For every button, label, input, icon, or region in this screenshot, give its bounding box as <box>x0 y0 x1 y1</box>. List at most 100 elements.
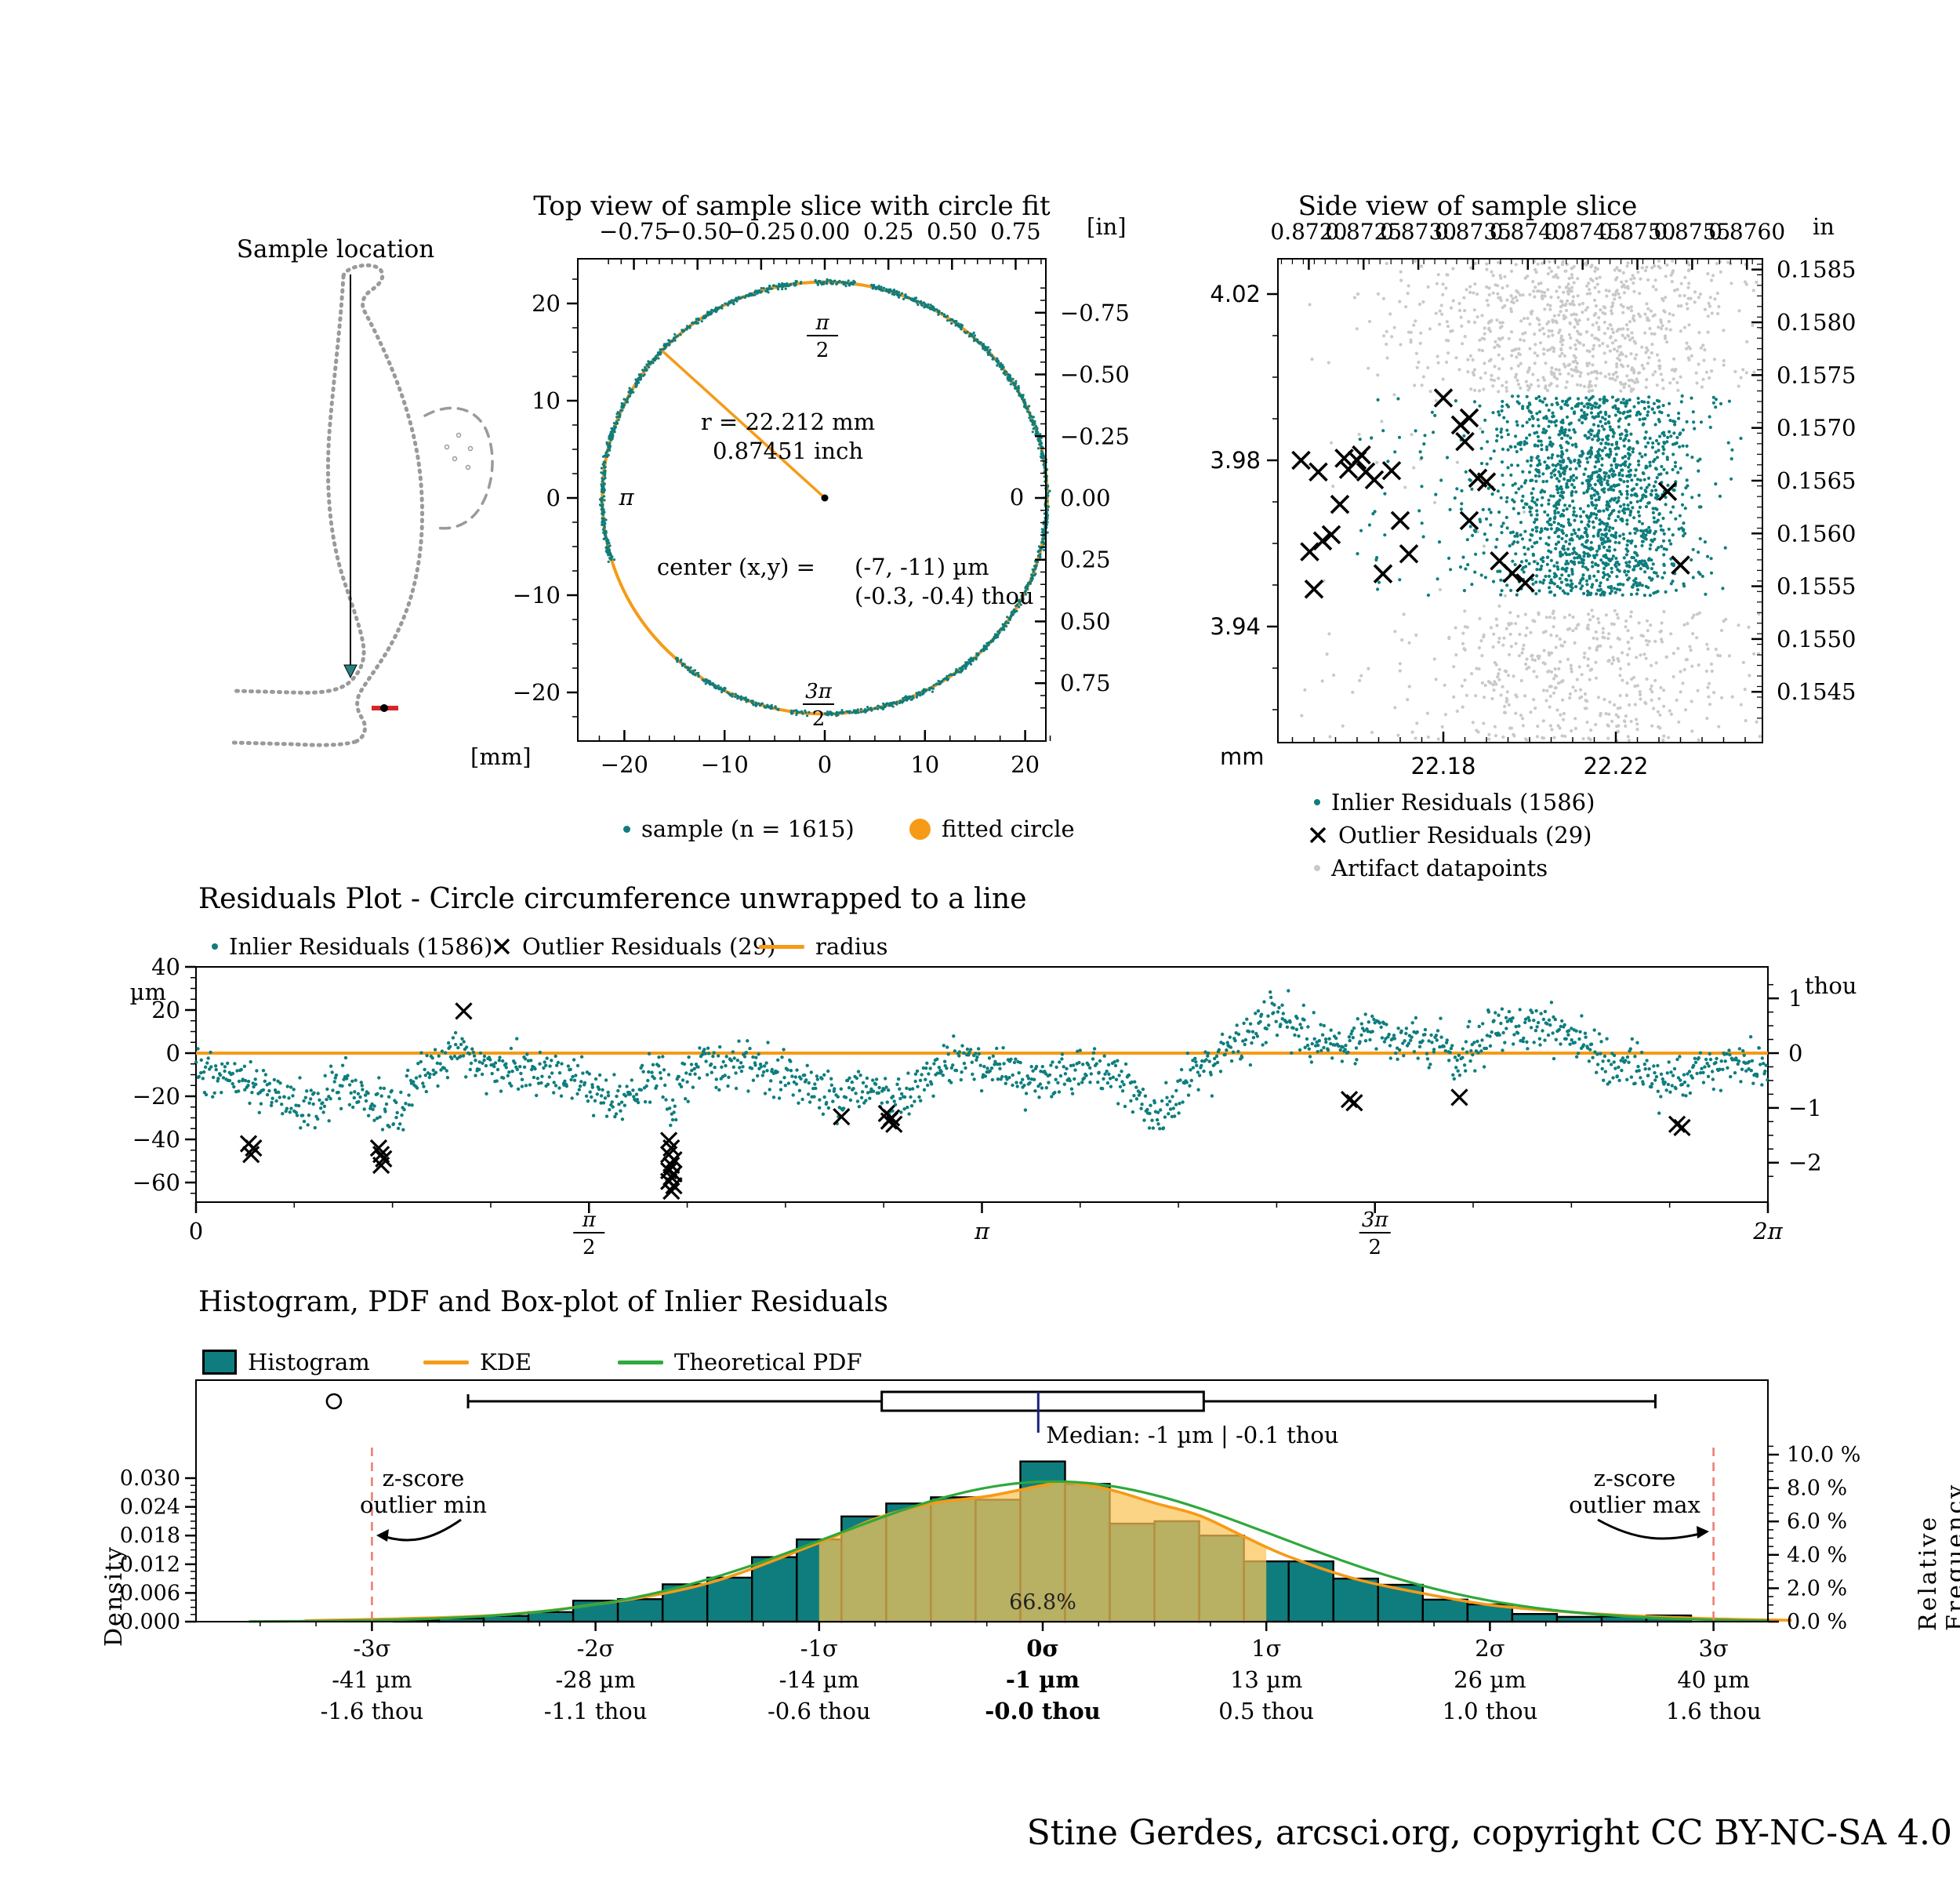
artifact-point <box>1508 611 1512 615</box>
sample-point <box>849 282 852 285</box>
inlier-point <box>1383 533 1387 537</box>
tick-label: 0.1570 <box>1777 415 1856 441</box>
artifact-point <box>1635 377 1639 381</box>
inlier-point <box>1562 508 1566 513</box>
inlier-point <box>1383 492 1387 496</box>
artifact-point <box>1519 319 1523 323</box>
inlier-point <box>1576 397 1581 401</box>
artifact-point <box>1595 637 1599 641</box>
artifact-point <box>1594 304 1598 308</box>
artifact-point <box>1483 326 1486 330</box>
inlier-point <box>1692 420 1696 424</box>
sample-point <box>848 284 851 287</box>
inlier-point <box>1530 492 1534 496</box>
artifact-point <box>1715 291 1719 296</box>
tick-label: 0.8720 <box>1270 219 1347 245</box>
artifact-point <box>1623 285 1627 289</box>
sample-point <box>656 354 660 357</box>
inlier-point <box>1606 577 1610 582</box>
inlier-point <box>1570 538 1574 542</box>
artifact-point <box>1545 388 1550 393</box>
inlier-point <box>1662 563 1666 568</box>
sample-point <box>734 298 737 301</box>
artifact-point <box>1493 725 1497 728</box>
kde-line-icon <box>423 1360 469 1364</box>
artifact-point <box>1647 355 1651 360</box>
inlier-point <box>1730 457 1733 461</box>
sample-point <box>726 303 730 307</box>
artifact-point <box>1686 622 1690 626</box>
artifact-point <box>1555 634 1559 638</box>
inlier-point <box>1657 512 1661 517</box>
sample-point <box>787 285 790 288</box>
sample-point <box>836 281 840 284</box>
inlier-point <box>223 1065 227 1069</box>
sample-point <box>620 405 623 409</box>
artifact-point <box>1608 700 1612 704</box>
inlier-point <box>1545 463 1549 467</box>
artifact-point <box>1686 285 1690 289</box>
inlier-point <box>1622 556 1626 560</box>
artifact-point <box>1627 739 1631 743</box>
artifact-point <box>1571 295 1575 299</box>
artifact-point <box>1495 318 1499 322</box>
artifact-point <box>1504 699 1508 704</box>
artifact-point <box>1452 695 1456 699</box>
artifact-point <box>1632 318 1636 322</box>
artifact-point <box>1475 292 1479 296</box>
sample-point <box>1023 401 1026 405</box>
inlier-point <box>1515 423 1519 427</box>
artifact-point <box>1478 616 1482 621</box>
inlier-point <box>1642 532 1646 536</box>
artifact-point <box>1611 372 1615 376</box>
inlier-point <box>1541 400 1544 404</box>
inlier-point <box>1655 456 1660 460</box>
artifact-point <box>1606 724 1610 728</box>
inlier-point <box>1523 442 1526 446</box>
inlier-point <box>1497 410 1501 414</box>
inlier-point <box>1586 515 1590 519</box>
sample-point <box>739 696 742 699</box>
artifact-point <box>1720 696 1724 700</box>
artifact-point <box>1550 651 1554 655</box>
sample-point <box>1009 383 1012 386</box>
artifact-point <box>1607 659 1611 663</box>
inlier-point <box>1523 552 1527 556</box>
inlier-point <box>1598 509 1602 513</box>
inlier-point <box>1629 500 1633 505</box>
artifact-point <box>1557 313 1561 317</box>
inlier-point <box>1683 532 1687 536</box>
inlier-point <box>1625 543 1629 547</box>
artifact-point <box>1771 737 1774 740</box>
outlier-x-marker <box>1291 450 1311 470</box>
inlier-point <box>1563 428 1567 432</box>
artifact-point <box>1560 351 1564 355</box>
inlier-point <box>1571 474 1576 478</box>
sample-point <box>1008 618 1011 621</box>
inlier-point <box>1653 467 1657 470</box>
artifact-point <box>1367 319 1372 324</box>
sample-point <box>797 710 801 714</box>
artifact-point <box>1586 663 1590 668</box>
sample-point <box>806 714 809 718</box>
artifact-point <box>1400 638 1404 642</box>
artifact-point <box>1514 711 1518 715</box>
sample-point <box>601 480 604 483</box>
inlier-point <box>1592 470 1597 474</box>
artifact-point <box>1562 290 1566 294</box>
inlier-point <box>1644 445 1648 449</box>
artifact-point <box>1659 326 1664 331</box>
sketch-scribble <box>456 432 462 438</box>
inlier-point <box>1537 394 1541 399</box>
artifact-point <box>1655 383 1659 387</box>
artifact-point <box>1781 355 1784 358</box>
inlier-point <box>1579 587 1583 590</box>
artifact-point <box>1519 678 1523 683</box>
inlier-point <box>1602 490 1606 494</box>
artifact-point <box>1648 326 1652 331</box>
artifact-point <box>1550 372 1554 376</box>
artifact-point <box>1744 371 1748 375</box>
artifact-point <box>1782 288 1785 291</box>
inlier-point <box>1561 399 1565 403</box>
artifact-point <box>1752 652 1756 656</box>
